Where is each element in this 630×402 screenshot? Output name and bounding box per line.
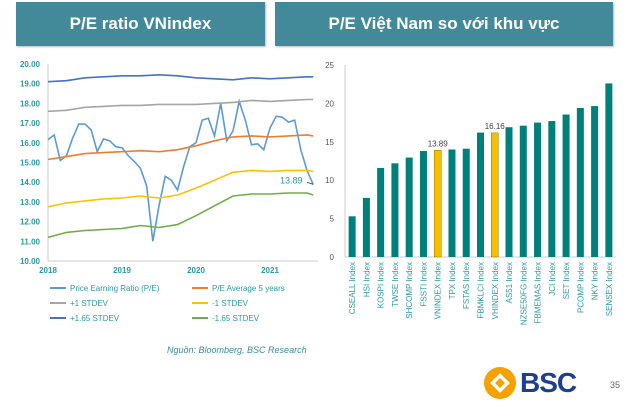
bar-jci-index xyxy=(548,121,556,258)
bsc-logo: BSC xyxy=(483,366,577,400)
y-tick-label: 18.00 xyxy=(20,99,41,108)
x-tick-label: FSTAS Index xyxy=(462,262,471,309)
data-label: 13.89 xyxy=(428,139,449,148)
left-chart-title: P/E ratio VNindex xyxy=(16,2,265,46)
right-chart-title: P/E Việt Nam so với khu vực xyxy=(275,2,613,46)
y-tick-label: 13.00 xyxy=(20,198,41,207)
y-tick-label: 17.00 xyxy=(20,119,41,128)
y-tick-label: 11.00 xyxy=(20,237,40,246)
bar-kospi-index xyxy=(377,167,385,257)
x-tick-label: 2020 xyxy=(187,266,205,275)
bar-twse-index xyxy=(391,163,399,257)
legend-label: +1 STDEV xyxy=(70,299,109,308)
x-tick-label: FBMEMAS Index xyxy=(534,262,543,323)
bsc-logo-text: BSC xyxy=(520,367,577,398)
page-number: 35 xyxy=(610,380,621,390)
bar-fbmklci-index xyxy=(477,132,484,257)
series-line-3 xyxy=(47,169,314,208)
annotation-leader xyxy=(306,181,314,185)
y-tick-label: 19.00 xyxy=(20,80,41,89)
bar-vhindex-index xyxy=(491,132,499,258)
x-tick-label: TPX Index xyxy=(448,262,457,299)
y-tick-label: 0 xyxy=(330,253,335,262)
data-label: 13.89 xyxy=(280,175,303,185)
bar-fstas-index xyxy=(462,148,470,257)
x-tick-label: VHINDEX Index xyxy=(491,262,500,319)
x-tick-label: FSSTI Index xyxy=(419,262,428,306)
bar-as51-index xyxy=(505,127,513,257)
bar-sensex-index xyxy=(605,83,613,257)
bar-hsi-index xyxy=(362,197,370,257)
source-note: Nguồn: Bloomberg, BSC Research xyxy=(167,345,307,355)
legend-label: -1 STDEV xyxy=(212,299,249,308)
y-tick-label: 20.00 xyxy=(20,60,41,69)
series-line-0 xyxy=(47,98,314,242)
x-tick-label: CSEALL Index xyxy=(348,262,357,314)
bar-nky-index xyxy=(591,106,599,257)
x-tick-label: VNINDEX Index xyxy=(434,262,443,319)
bar-cseall-index xyxy=(348,216,356,257)
y-tick-label: 5 xyxy=(330,215,335,224)
x-tick-label: SENSEX Index xyxy=(605,262,614,316)
legend-label: +1.65 STDEV xyxy=(70,314,120,323)
y-tick-label: 15.00 xyxy=(20,159,41,168)
y-tick-label: 16.00 xyxy=(20,139,41,148)
bar-set-index xyxy=(562,114,570,257)
x-tick-label: SET Index xyxy=(562,262,571,299)
y-tick-label: 14.00 xyxy=(20,178,41,187)
x-tick-label: TWSE Index xyxy=(391,262,400,307)
x-tick-label: NZSE50FG Index xyxy=(519,262,528,325)
legend-label: -1.65 STDEV xyxy=(212,314,260,323)
series-line-4 xyxy=(47,73,314,83)
data-label: 16.16 xyxy=(485,122,506,131)
bar-tpx-index xyxy=(448,149,456,257)
bsc-logo-icon xyxy=(484,367,516,399)
x-tick-label: NKY Index xyxy=(591,262,600,300)
y-tick-label: 10 xyxy=(325,176,334,185)
x-tick-label: PCOMP Index xyxy=(576,262,585,313)
bar-nzse50fg-index xyxy=(519,125,527,257)
x-tick-label: JCI Index xyxy=(548,262,557,296)
y-tick-label: 15 xyxy=(325,138,334,147)
x-tick-label: AS51 Index xyxy=(505,262,514,303)
x-tick-label: 2019 xyxy=(113,266,131,275)
y-tick-label: 25 xyxy=(325,61,334,70)
x-tick-label: KOSPI Index xyxy=(377,262,386,308)
legend-label: P/E Average 5 years xyxy=(212,284,285,293)
y-tick-label: 10.00 xyxy=(20,257,41,266)
bar-vnindex-index xyxy=(433,150,442,258)
y-tick-label: 12.00 xyxy=(20,218,41,227)
bar-shcomp-index xyxy=(405,157,413,257)
series-line-1 xyxy=(47,134,314,161)
x-tick-label: SHCOMP Index xyxy=(405,262,414,319)
series-line-5 xyxy=(47,192,314,239)
y-tick-label: 20 xyxy=(325,99,334,108)
x-tick-label: FBMKLCI Index xyxy=(477,262,486,318)
bar-fbmemas-index xyxy=(534,122,542,257)
x-tick-label: 2018 xyxy=(39,266,57,275)
bar-pcomp-index xyxy=(576,108,584,258)
x-tick-label: 2021 xyxy=(261,266,279,275)
series-line-2 xyxy=(47,98,314,113)
bar-fssti-index xyxy=(419,151,427,257)
x-tick-label: HSI Index xyxy=(362,262,371,297)
legend-label: Price Earning Ratio (P/E) xyxy=(70,284,160,293)
